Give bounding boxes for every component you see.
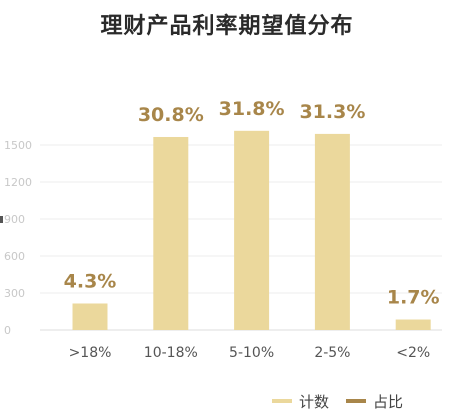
- y-tick-label: 300: [4, 287, 25, 300]
- chart-title: 理财产品利率期望值分布: [100, 14, 354, 39]
- bars: [72, 130, 431, 330]
- data-label: 31.3%: [299, 101, 365, 123]
- bar: [72, 303, 108, 330]
- y-tick-label: 600: [4, 250, 25, 263]
- x-tick-label: <2%: [396, 345, 430, 361]
- legend-label: 占比: [373, 393, 403, 411]
- y-tick-label: 1200: [4, 176, 32, 189]
- legend: 计数 占比: [272, 393, 403, 411]
- data-label: 31.8%: [219, 98, 285, 120]
- x-tick-label: 10-18%: [144, 345, 198, 361]
- data-labels: 4.3% 30.8% 31.8% 31.3% 1.7%: [64, 98, 440, 309]
- legend-label: 计数: [299, 393, 329, 411]
- bar: [314, 133, 350, 330]
- y-tick-label: 0: [4, 324, 11, 337]
- left-edge-mark: [0, 216, 3, 223]
- bar: [153, 136, 189, 330]
- y-tick-label: 900: [4, 213, 25, 226]
- x-tick-label: 2-5%: [314, 345, 350, 361]
- x-tick-label: >18%: [69, 345, 112, 361]
- y-tick-label: 1500: [4, 139, 32, 152]
- x-axis-ticks: >18% 10-18% 5-10% 2-5% <2%: [69, 345, 431, 361]
- bar: [234, 130, 270, 330]
- bar: [395, 319, 431, 330]
- data-label: 1.7%: [387, 287, 440, 309]
- y-axis-ticks: 0 300 600 900 1200 1500: [4, 139, 32, 337]
- data-label: 30.8%: [138, 104, 204, 126]
- data-label: 4.3%: [64, 270, 117, 292]
- grid-lines: [0, 144, 442, 331]
- legend-item[interactable]: 占比: [346, 393, 403, 411]
- legend-item[interactable]: 计数: [272, 393, 329, 411]
- x-tick-label: 5-10%: [229, 345, 274, 361]
